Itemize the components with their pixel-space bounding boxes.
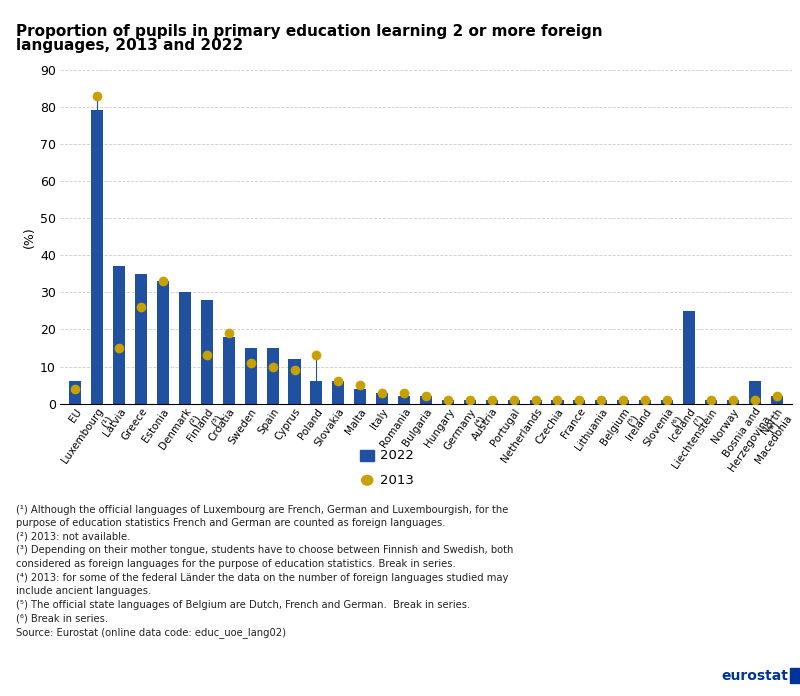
Text: languages, 2013 and 2022: languages, 2013 and 2022	[16, 38, 243, 54]
Bar	[179, 292, 191, 404]
Text: (¹) Although the official languages of Luxembourg are French, German and Luxembo: (¹) Although the official languages of L…	[16, 505, 514, 638]
Bar	[749, 381, 761, 404]
Bar	[508, 400, 520, 404]
Bar	[135, 274, 147, 404]
Bar	[683, 311, 695, 404]
Bar	[310, 381, 322, 404]
Bar	[398, 396, 410, 404]
Bar	[70, 381, 82, 404]
Text: Proportion of pupils in primary education learning 2 or more foreign: Proportion of pupils in primary educatio…	[16, 24, 602, 40]
Bar	[332, 381, 344, 404]
Bar	[222, 337, 234, 404]
Bar	[464, 400, 476, 404]
Bar	[266, 348, 278, 404]
Bar	[113, 267, 126, 404]
Bar	[530, 400, 542, 404]
Bar	[442, 400, 454, 404]
Bar	[705, 400, 717, 404]
Bar	[595, 400, 607, 404]
Bar	[661, 400, 673, 404]
Bar	[376, 393, 388, 404]
Bar	[574, 400, 586, 404]
Bar	[245, 348, 257, 404]
Bar	[420, 396, 432, 404]
Text: eurostat: eurostat	[721, 670, 788, 683]
Text: 2022: 2022	[380, 450, 414, 462]
Bar	[770, 396, 782, 404]
Bar	[639, 400, 651, 404]
Bar	[354, 389, 366, 404]
Y-axis label: (%): (%)	[22, 226, 36, 248]
Bar	[289, 359, 301, 404]
Text: 2013: 2013	[380, 474, 414, 487]
Bar	[726, 400, 739, 404]
Bar	[157, 281, 169, 404]
Bar	[551, 400, 563, 404]
Bar	[201, 300, 213, 404]
Bar	[91, 111, 103, 404]
Bar	[618, 400, 630, 404]
Bar	[486, 400, 498, 404]
